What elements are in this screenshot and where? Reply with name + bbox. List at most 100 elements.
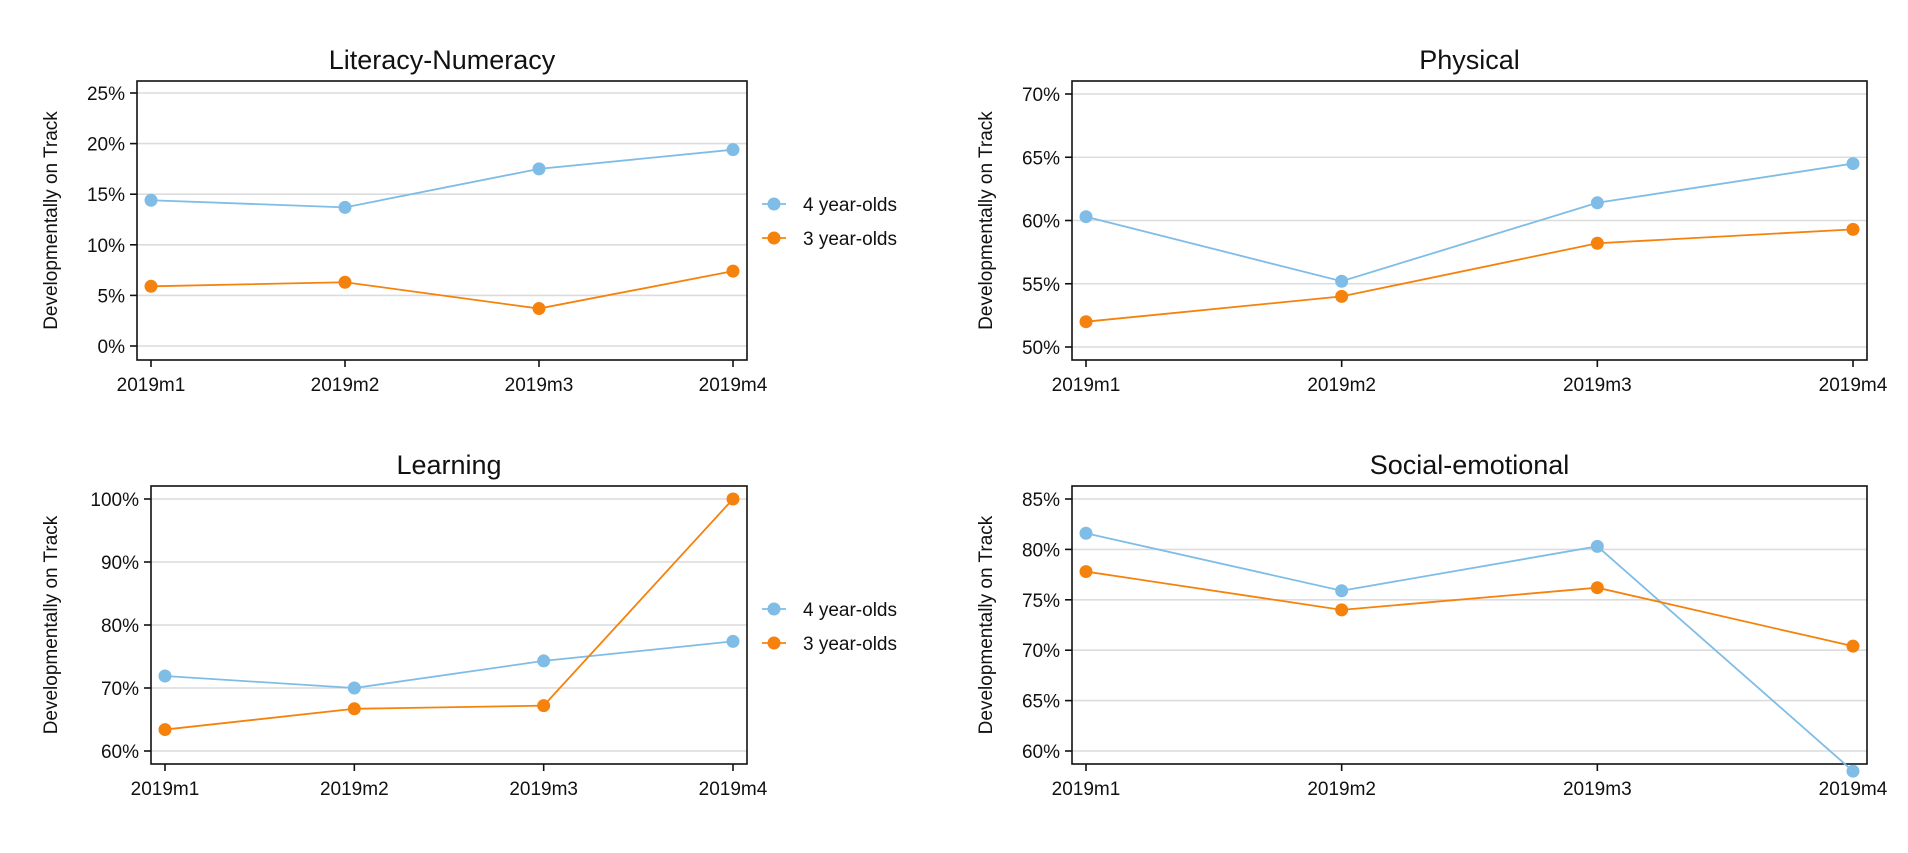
x-tick-label: 2019m1 (1052, 375, 1121, 396)
data-point (537, 654, 551, 668)
y-axis-label: Developmentally on Track (976, 111, 997, 330)
x-tick-label: 2019m3 (1563, 375, 1632, 396)
x-tick-label: 2019m2 (311, 375, 380, 396)
y-tick-label: 80% (101, 616, 139, 637)
y-tick-label: 60% (101, 742, 139, 763)
legend-marker (767, 231, 781, 245)
plot-frame (136, 80, 748, 361)
x-tick-label: 2019m1 (117, 375, 186, 396)
y-tick-label: 65% (1022, 692, 1060, 713)
legend-marker (767, 602, 781, 616)
chart-title: Social-emotional (1370, 450, 1570, 480)
x-tick-label: 2019m1 (1052, 779, 1121, 800)
data-point (144, 279, 158, 293)
y-axis-label: Developmentally on Track (41, 515, 62, 734)
y-tick-label: 70% (1022, 641, 1060, 662)
data-point (158, 669, 172, 683)
series-line-0 (164, 640, 734, 689)
legend-1: 4 year-olds 3 year-olds (762, 600, 897, 655)
data-point (532, 162, 546, 176)
y-tick-label: 90% (101, 553, 139, 574)
legend-label: 3 year-olds (803, 229, 897, 250)
legend-marker (767, 197, 781, 211)
x-tick-label: 2019m3 (1563, 779, 1632, 800)
y-tick-label: 60% (1022, 742, 1060, 763)
data-point (1079, 315, 1093, 329)
data-point (1079, 526, 1093, 540)
y-tick-label: 25% (87, 84, 125, 105)
legend-0: 4 year-olds 3 year-olds (762, 195, 897, 250)
data-point (726, 264, 740, 278)
data-point (726, 143, 740, 157)
data-point (726, 492, 740, 506)
legend-marker (767, 636, 781, 650)
y-tick-label: 50% (1022, 338, 1060, 359)
x-tick-label: 2019m4 (699, 779, 768, 800)
series-line-1 (164, 498, 734, 731)
plot-frame (150, 485, 748, 765)
data-point (726, 634, 740, 648)
series-line-1 (150, 270, 734, 310)
data-point (1590, 539, 1604, 553)
data-point (1846, 639, 1860, 653)
data-point (1590, 196, 1604, 210)
legend-label: 4 year-olds (803, 600, 897, 621)
data-point (1846, 157, 1860, 171)
y-tick-label: 70% (101, 679, 139, 700)
y-tick-label: 75% (1022, 591, 1060, 612)
y-tick-label: 5% (98, 286, 126, 307)
data-point (1335, 289, 1349, 303)
series-line-0 (1085, 532, 1854, 772)
legend-label: 4 year-olds (803, 195, 897, 216)
chart-panel-3: 60% 65% 70% 75% 80% 85% 2019m1 2019m2 2019m3 2019… (976, 450, 1888, 800)
x-tick-label: 2019m3 (505, 375, 574, 396)
chart-title: Literacy-Numeracy (329, 45, 556, 75)
data-point (1079, 565, 1093, 579)
series-line-1 (1085, 228, 1854, 323)
chart-panel-2: 60% 70% 80% 90% 100% 2019m1 2019m2 2019m3 2019m4… (41, 450, 768, 800)
data-point (1335, 584, 1349, 598)
x-tick-label: 2019m4 (699, 375, 768, 396)
y-tick-label: 55% (1022, 275, 1060, 296)
y-tick-label: 15% (87, 185, 125, 206)
x-tick-label: 2019m3 (509, 779, 578, 800)
data-point (537, 699, 551, 713)
x-tick-label: 2019m2 (320, 779, 389, 800)
y-axis-label: Developmentally on Track (976, 515, 997, 734)
x-tick-label: 2019m1 (131, 779, 200, 800)
plot-frame (1071, 485, 1868, 765)
x-tick-label: 2019m4 (1819, 779, 1888, 800)
x-tick-label: 2019m4 (1819, 375, 1888, 396)
chart-panel-0: 0% 5% 10% 15% 20% 25% 2019m1 2019m2 2019m3 2019m4… (41, 45, 768, 396)
x-tick-label: 2019m2 (1307, 375, 1376, 396)
data-point (1846, 764, 1860, 778)
series-line-0 (1085, 162, 1854, 283)
y-tick-label: 80% (1022, 540, 1060, 561)
data-point (144, 193, 158, 207)
y-tick-label: 85% (1022, 490, 1060, 511)
y-tick-label: 0% (98, 337, 126, 358)
chart-title: Physical (1419, 45, 1520, 75)
data-point (1335, 603, 1349, 617)
data-point (338, 275, 352, 289)
legend-label: 3 year-olds (803, 634, 897, 655)
y-tick-label: 20% (87, 135, 125, 156)
data-point (532, 302, 546, 316)
chart-panel-1: 50% 55% 60% 65% 70% 2019m1 2019m2 2019m3 2019m4 P… (976, 45, 1888, 396)
series-line-1 (1085, 570, 1854, 648)
data-point (1590, 236, 1604, 250)
y-tick-label: 70% (1022, 85, 1060, 106)
data-point (347, 681, 361, 695)
y-tick-label: 10% (87, 236, 125, 257)
data-point (158, 723, 172, 737)
y-tick-label: 65% (1022, 148, 1060, 169)
plot-frame (1071, 80, 1868, 361)
chart-title: Learning (396, 450, 501, 480)
data-point (347, 702, 361, 716)
data-point (1590, 581, 1604, 595)
x-tick-label: 2019m2 (1307, 779, 1376, 800)
y-tick-label: 60% (1022, 212, 1060, 233)
y-tick-label: 100% (90, 490, 139, 511)
